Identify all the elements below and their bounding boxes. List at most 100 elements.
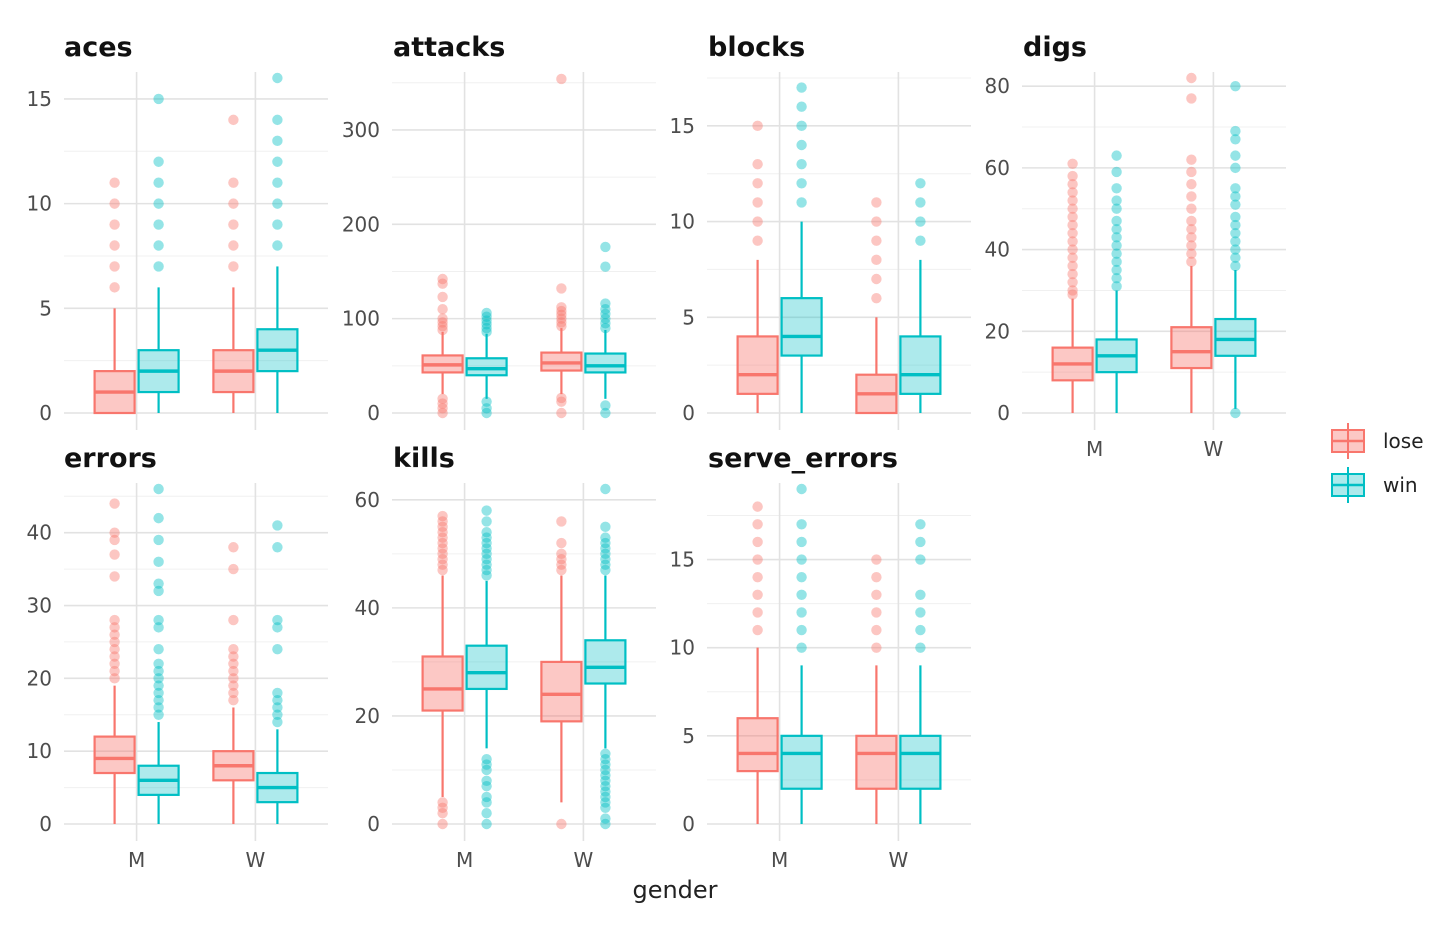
box-iqr	[465, 357, 508, 377]
outlier-point	[796, 519, 807, 530]
outlier-point	[437, 393, 448, 405]
outlier-point	[481, 315, 492, 326]
outlier-point	[600, 818, 611, 830]
outlier-point	[556, 309, 567, 321]
x-tick-label: W	[246, 848, 266, 872]
outlier-point	[437, 559, 448, 570]
outlier-point	[796, 139, 807, 151]
outlier-point	[556, 818, 567, 830]
outlier-point	[481, 818, 492, 830]
outlier-point	[153, 198, 164, 209]
outlier-point	[228, 240, 239, 251]
box-blocks-w-lose	[855, 197, 898, 415]
outlier-point	[796, 642, 807, 653]
outlier-point	[600, 786, 611, 797]
outlier-point	[481, 559, 492, 570]
outlier-point	[915, 197, 926, 208]
outlier-point	[272, 644, 283, 655]
outlier-point	[437, 313, 448, 324]
outlier-point	[752, 589, 763, 600]
outlier-point	[600, 313, 611, 324]
outlier-point	[871, 589, 882, 600]
outlier-point	[437, 797, 448, 808]
outlier-point	[600, 407, 611, 419]
outlier-point	[1230, 191, 1241, 202]
outlier-point	[600, 241, 611, 253]
x-tick-label: W	[574, 848, 594, 872]
outlier-point	[272, 114, 283, 126]
outlier-point	[153, 156, 164, 167]
outlier-point	[1067, 203, 1078, 214]
outlier-point	[437, 527, 448, 538]
outlier-point	[752, 501, 763, 512]
outlier-point	[796, 178, 807, 189]
outlier-point	[1111, 166, 1122, 178]
outlier-point	[600, 559, 611, 570]
outlier-point	[1067, 289, 1078, 300]
outlier-point	[153, 261, 164, 272]
outlier-point	[109, 636, 120, 648]
y-tick-label: 40	[985, 238, 1010, 262]
outlier-point	[1230, 407, 1241, 419]
outlier-point	[871, 571, 882, 583]
outlier-point	[1186, 179, 1197, 190]
outlier-point	[481, 775, 492, 786]
outlier-point	[1186, 191, 1197, 202]
outlier-point	[437, 320, 448, 332]
outlier-point	[153, 702, 164, 713]
outlier-point	[600, 770, 611, 781]
outlier-point	[437, 554, 448, 565]
y-tick-label: 60	[985, 156, 1010, 180]
outlier-point	[481, 537, 492, 549]
box-serve-errors-w-win	[899, 519, 942, 824]
outlier-point	[228, 542, 239, 553]
box-iqr	[584, 352, 627, 374]
outlier-point	[228, 198, 239, 209]
box-iqr	[540, 660, 583, 723]
outlier-point	[1230, 199, 1241, 210]
y-tick-label: 20	[27, 666, 52, 690]
outlier-point	[437, 532, 448, 543]
outlier-point	[1230, 260, 1241, 272]
y-tick-label: 5	[682, 305, 695, 329]
box-digs-m-lose	[1051, 158, 1094, 413]
box-blocks-w-win	[899, 178, 942, 413]
outlier-point	[1230, 134, 1241, 145]
outlier-point	[109, 534, 120, 546]
x-tick-label: M	[456, 848, 473, 872]
outlier-point	[600, 554, 611, 565]
outlier-point	[153, 644, 164, 655]
panel-blocks: blocks 0 5 10 15	[670, 32, 971, 430]
outlier-point	[153, 658, 164, 669]
outlier-point	[1111, 240, 1122, 251]
outlier-point	[272, 687, 283, 699]
outlier-point	[796, 101, 807, 112]
box-kills-m-lose	[421, 510, 464, 830]
outlier-point	[1067, 277, 1078, 288]
outlier-point	[1067, 187, 1078, 198]
panel-grid: aces051015attacks0100200300blocks051015d…	[27, 32, 1286, 872]
outlier-point	[1111, 272, 1122, 284]
outlier-point	[796, 197, 807, 208]
outlier-point	[1067, 236, 1078, 247]
outlier-point	[871, 254, 882, 266]
outlier-point	[437, 303, 448, 315]
y-tick-label: 20	[355, 704, 380, 728]
outlier-point	[481, 570, 492, 581]
outlier-point	[481, 532, 492, 543]
outlier-point	[752, 519, 763, 530]
outlier-point	[600, 322, 611, 334]
y-tick-label: 0	[682, 401, 695, 425]
outlier-point	[796, 607, 807, 618]
outlier-point	[153, 709, 164, 720]
outlier-point	[272, 694, 283, 706]
outlier-point	[272, 702, 283, 713]
outlier-point	[796, 158, 807, 170]
outlier-point	[109, 549, 120, 560]
box-iqr	[465, 644, 508, 691]
outlier-point	[228, 177, 239, 188]
outlier-point	[109, 622, 120, 633]
outlier-point	[752, 624, 763, 636]
outlier-point	[556, 320, 567, 332]
